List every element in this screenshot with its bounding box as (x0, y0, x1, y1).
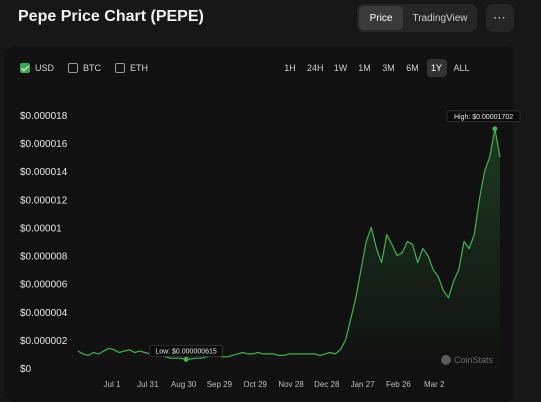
y-tick-label: $0.000006 (20, 280, 68, 291)
low-price-tooltip (149, 344, 224, 357)
range-1w[interactable]: 1W (333, 63, 348, 73)
y-tick-label: $0.000002 (20, 336, 68, 347)
checkbox-icon[interactable] (115, 63, 126, 73)
x-tick-label: Aug 30 (171, 380, 197, 389)
low-price-marker (183, 356, 189, 362)
more-options-button[interactable]: ⋯ (486, 4, 514, 32)
x-tick-label: Sep 29 (207, 380, 233, 389)
x-tick-label: Feb 26 (386, 380, 411, 389)
y-tick-label: $0.000004 (20, 308, 68, 319)
currency-label: BTC (83, 63, 102, 73)
y-tick-label: $0 (20, 364, 32, 375)
x-tick-label: Nov 28 (278, 380, 304, 389)
time-range-selector: 1H 24H 1W 1M 3M 6M 1Y ALL (280, 59, 473, 77)
view-toggle: Price TradingView (357, 4, 477, 32)
x-tick-label: Jan 27 (351, 380, 376, 389)
high-price-marker (492, 126, 498, 132)
range-6m[interactable]: 6M (406, 63, 419, 73)
x-tick-label: Oct 29 (243, 380, 267, 389)
range-1m[interactable]: 1M (358, 63, 371, 73)
price-area-fill (78, 128, 500, 368)
high-price-tooltip (446, 110, 521, 123)
range-24h[interactable]: 24H (307, 63, 324, 73)
currency-label: USD (35, 63, 55, 73)
currency-usd[interactable]: USD (20, 63, 54, 73)
x-tick-label: Jul 1 (104, 380, 121, 389)
y-tick-label: $0.000014 (20, 167, 68, 178)
y-tick-label: $0.000016 (20, 139, 68, 150)
y-tick-label: $0.000008 (20, 252, 68, 263)
watermark: CoinStats (441, 355, 494, 365)
x-tick-label: Jul 31 (137, 380, 159, 389)
y-tick-label: $0.000018 (20, 111, 68, 122)
low-price-label: Low: $0.000000615 (155, 348, 217, 355)
currency-eth[interactable]: ETH (115, 63, 148, 73)
page-title: Pepe Price Chart (PEPE) (18, 8, 204, 25)
watermark-text: CoinStats (454, 355, 494, 365)
price-tab[interactable]: Price (359, 6, 403, 30)
range-1h[interactable]: 1H (284, 63, 296, 73)
checkbox-icon[interactable] (20, 63, 30, 73)
tradingview-tab[interactable]: TradingView (412, 12, 468, 24)
range-1y[interactable]: 1Y (426, 59, 447, 77)
coinstats-logo-icon (441, 355, 451, 365)
currency-selector: USD BTC ETH (20, 63, 148, 73)
x-tick-label: Dec 28 (314, 380, 340, 389)
x-tick-label: Mar 2 (424, 380, 445, 389)
high-price-label: High: $0.00001702 (454, 114, 513, 121)
y-tick-label: $0.00001 (20, 223, 62, 234)
currency-btc[interactable]: BTC (68, 63, 101, 73)
range-all[interactable]: ALL (453, 63, 470, 73)
y-tick-label: $0.000012 (20, 195, 68, 206)
checkbox-icon[interactable] (68, 63, 79, 73)
price-line[interactable] (77, 128, 501, 361)
range-3m[interactable]: 3M (382, 63, 395, 73)
currency-label: ETH (130, 63, 149, 73)
